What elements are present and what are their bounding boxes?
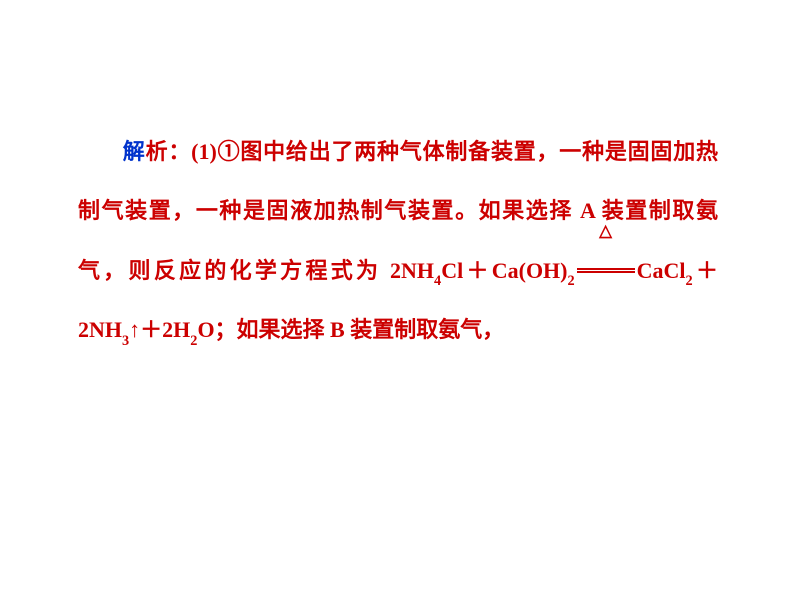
eq-line [577, 268, 635, 274]
subscript-4: 4 [434, 273, 441, 289]
text-part3: CaCl [637, 258, 686, 283]
subscript-2c: 2 [190, 333, 197, 349]
reaction-arrow: △ [577, 241, 635, 300]
subscript-2a: 2 [568, 273, 575, 289]
text-part6: O；如果选择 B 装置制取氨气， [197, 317, 504, 342]
text-part2: Cl＋Ca(OH) [441, 258, 567, 283]
label-xi: 析： [146, 139, 192, 164]
text-part5: ＋2H [140, 317, 190, 342]
delta-symbol: △ [599, 223, 612, 240]
subscript-3: 3 [122, 333, 129, 349]
label-jie: 解 [122, 139, 146, 164]
explanation-paragraph: 解析：(1)①图中给出了两种气体制备装置，一种是固固加热制气装置，一种是固液加热… [78, 122, 718, 360]
gas-arrow: ↑ [129, 317, 140, 342]
subscript-2b: 2 [686, 273, 693, 289]
